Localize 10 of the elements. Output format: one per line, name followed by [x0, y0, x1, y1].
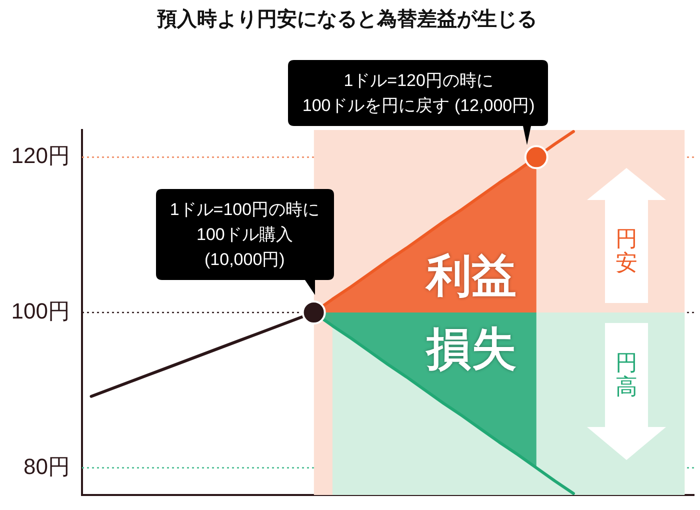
annotation: 損失: [426, 322, 516, 374]
annotation: 円高: [616, 350, 638, 399]
annotation: 円安: [616, 226, 638, 276]
y-tick-label: 120円: [11, 143, 70, 168]
text: 1ドル=120円の時に 100ドルを円に戻す (12,000円): [301, 70, 536, 118]
annotation: 利益: [426, 250, 516, 300]
chart-title: 預入時より円安になると為替差益が生じる: [156, 8, 537, 31]
y-tick-label: 80円: [24, 454, 70, 479]
annotation: 1ドル=100円の時に 100ドル購入 (10,000円): [168, 198, 321, 270]
y-tick-label: 100円: [11, 298, 70, 324]
